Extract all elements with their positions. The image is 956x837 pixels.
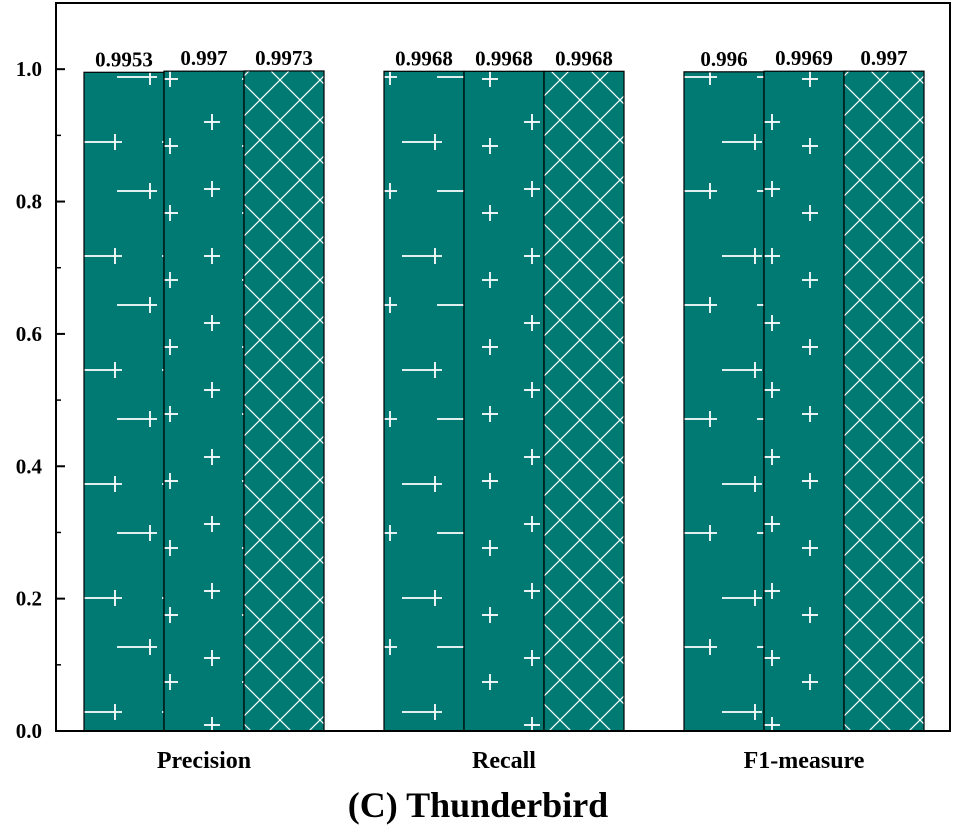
y-tick-label: 1.0 (16, 57, 42, 81)
data-label: 0.9973 (255, 46, 313, 70)
data-label: 0.9969 (775, 46, 833, 70)
x-tick-label: F1-measure (744, 748, 865, 774)
x-axis: Precision Recall F1-measure (157, 748, 865, 774)
data-label: 0.9968 (475, 46, 533, 70)
bar-f1-measure-series-3 (843, 70, 925, 732)
bar-f1-measure-series-2 (763, 70, 845, 732)
y-tick-label: 0.8 (16, 190, 42, 214)
bars-layer (83, 70, 925, 732)
y-tick-label: 0.2 (16, 587, 42, 611)
data-label: 0.997 (860, 46, 907, 70)
bar-recall-series-1 (383, 70, 465, 732)
bar-recall-series-2 (463, 70, 545, 732)
bar-precision-series-3 (243, 70, 325, 732)
data-labels: 0.9953 0.997 0.9973 0.9968 0.9968 0.9968 0.996… (95, 46, 908, 71)
bar-precision-series-1 (83, 71, 165, 732)
x-tick-label: Precision (157, 748, 251, 774)
x-tick-label: Recall (472, 748, 536, 774)
bar-recall-series-3 (543, 70, 625, 732)
data-label: 0.9953 (95, 47, 153, 71)
bar-f1-measure-series-1 (683, 71, 765, 732)
y-tick-label: 0.4 (16, 454, 43, 478)
chart-caption: (C) Thunderbird (347, 785, 609, 825)
y-axis: 0.0 0.2 0.4 0.6 0.8 1.0 (16, 57, 65, 743)
data-label: 0.9968 (395, 46, 453, 70)
y-tick-label: 0.0 (16, 719, 42, 743)
bar-precision-series-2 (163, 70, 245, 732)
data-label: 0.996 (700, 47, 747, 71)
plot-frame (55, 2, 951, 732)
bar-chart: 0.00.20.40.60.81.0 0.9953 0.997 0.9973 0.99… (16, 2, 951, 774)
y-tick-label: 0.6 (16, 322, 42, 346)
data-label: 0.9968 (555, 46, 613, 70)
data-label: 0.997 (180, 46, 227, 70)
